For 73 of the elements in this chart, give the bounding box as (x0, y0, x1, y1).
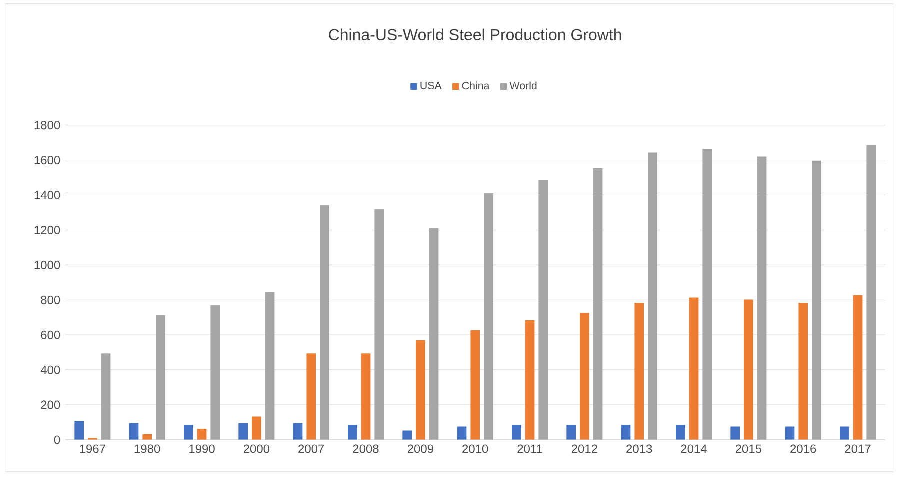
y-tick-label: 600 (41, 330, 60, 340)
x-tick-label: 2011 (518, 444, 542, 454)
y-tick-label: 0 (54, 436, 60, 444)
bar (101, 354, 111, 440)
bar (812, 160, 822, 440)
y-tick-label: 1800 (34, 121, 60, 130)
x-tick-label: 2012 (572, 444, 598, 454)
bar (210, 305, 220, 440)
bar (593, 168, 603, 440)
bar (676, 424, 686, 440)
y-tick-label: 200 (41, 400, 60, 410)
bar (484, 193, 494, 440)
legend-label: World (510, 82, 537, 90)
y-tick-label: 1600 (34, 156, 60, 165)
bar (730, 426, 740, 440)
x-tick-label: 1980 (134, 444, 160, 454)
x-tick-label: 1990 (190, 444, 215, 454)
bar (744, 300, 754, 440)
bar (840, 426, 850, 440)
bar (184, 424, 194, 440)
bar (429, 228, 439, 440)
bar (197, 428, 207, 440)
x-tick-label: 2016 (790, 444, 816, 454)
bar (470, 330, 480, 440)
bar (416, 340, 426, 440)
bar (306, 354, 316, 440)
bar (238, 423, 248, 440)
bar (361, 354, 371, 440)
bar (457, 426, 467, 440)
bar (580, 313, 590, 440)
bar (702, 149, 712, 440)
bar (785, 426, 795, 440)
bar (689, 298, 699, 440)
chart-title: China-US-World Steel Production Growth (329, 28, 622, 41)
bar (156, 315, 166, 440)
y-tick-label: 1000 (34, 260, 60, 270)
bar (566, 424, 576, 440)
bar (293, 423, 303, 440)
bar (348, 424, 358, 440)
bar (320, 205, 330, 440)
x-tick-label: 2000 (244, 444, 270, 454)
y-tick-label: 800 (41, 296, 60, 304)
bar (525, 320, 535, 440)
y-tick-label: 1400 (34, 191, 60, 200)
bar (634, 303, 644, 440)
bar (853, 295, 863, 440)
bar (129, 423, 139, 440)
bar (512, 424, 522, 440)
x-tick-label: 2009 (408, 444, 434, 454)
bar (252, 416, 262, 440)
bar (142, 434, 152, 440)
x-tick-label: 2015 (736, 444, 762, 454)
bar (648, 152, 658, 440)
x-tick-label: 2010 (462, 444, 488, 454)
legend-label: USA (420, 82, 442, 90)
x-tick-label: 1967 (80, 444, 106, 454)
x-tick-label: 2014 (681, 444, 707, 454)
bar (74, 421, 84, 440)
legend-label: China (462, 82, 490, 90)
bar (374, 209, 384, 440)
y-tick-label: 1200 (34, 226, 60, 234)
bar (621, 424, 631, 440)
bar (265, 292, 275, 440)
x-tick-label: 2007 (298, 444, 324, 454)
bar (538, 180, 548, 440)
bar (402, 430, 412, 440)
bar (866, 145, 876, 440)
x-tick-label: 2013 (626, 444, 652, 454)
bar (757, 156, 767, 440)
x-tick-label: 2017 (845, 444, 871, 454)
x-tick-label: 2008 (353, 444, 379, 454)
y-tick-label: 400 (40, 366, 60, 374)
bar (798, 303, 808, 440)
